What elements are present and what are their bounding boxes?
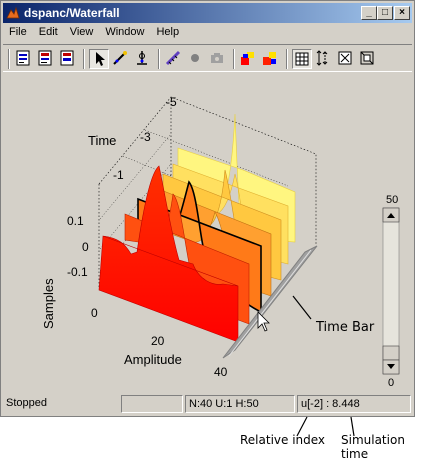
measure-icon	[165, 50, 181, 66]
zoom-box-button[interactable]	[358, 49, 378, 69]
trigger-icon	[60, 50, 74, 66]
export-icon	[38, 50, 52, 66]
zoom-x-icon	[113, 51, 127, 65]
slider-max-label: 50	[386, 194, 398, 206]
fit-axes-icon	[338, 51, 352, 65]
status-dimensions: N:40 U:1 H:50	[185, 395, 295, 413]
matlab-logo-icon	[6, 6, 20, 19]
time-axis-label: Time	[88, 133, 116, 148]
mouse-cursor-icon	[257, 311, 270, 332]
status-readout: u[-2] : 8.448	[297, 395, 411, 413]
time-tick-2: -3	[140, 130, 151, 144]
waterfall-plot[interactable]: Time -5 -3 -1 0.1 0 -0.1 Samples 0 20 Am…	[3, 74, 412, 390]
amplitude-axis-label: Amplitude	[124, 352, 182, 367]
traces	[98, 113, 296, 343]
time-bar-callout-line	[292, 295, 312, 320]
export-button[interactable]	[36, 49, 56, 69]
slider-min-label: 0	[388, 377, 394, 389]
parameters-button[interactable]	[14, 49, 34, 69]
simulation-time-callout-line	[350, 416, 355, 437]
amplitude-tick-3: 40	[214, 365, 228, 379]
menu-edit[interactable]: Edit	[38, 26, 58, 38]
plot-area: Time -5 -3 -1 0.1 0 -0.1 Samples 0 20 Am…	[3, 74, 412, 390]
status-bar: Stopped N:40 U:1 H:50 u[-2] : 8.448	[3, 394, 412, 414]
menu-bar: File Edit View Window Help	[3, 24, 185, 42]
trigger-button[interactable]	[58, 49, 78, 69]
record-icon	[191, 54, 199, 62]
select-pointer-icon	[96, 52, 105, 66]
samples-axis-label: Samples	[41, 278, 56, 329]
menu-help[interactable]: Help	[156, 26, 180, 38]
color-map-reverse-icon	[263, 52, 276, 65]
down-arrow-icon	[387, 364, 395, 369]
simulation-time-callout: Simulation time	[341, 433, 405, 461]
grid-icon	[295, 52, 309, 66]
close-button[interactable]: ×	[394, 6, 410, 20]
toolbar-separator	[233, 49, 235, 69]
menu-view[interactable]: View	[69, 26, 94, 38]
samples-tick-2: 0	[82, 240, 89, 254]
relative-index-callout: Relative index	[240, 433, 326, 447]
toolbar-separator	[8, 49, 10, 69]
toolbar-separator	[158, 49, 160, 69]
zoom-box-icon	[360, 51, 374, 65]
menu-window[interactable]: Window	[105, 26, 145, 38]
record-button[interactable]	[186, 49, 206, 69]
time-tick-3: -1	[113, 168, 124, 182]
zoom-x-button[interactable]	[111, 49, 131, 69]
zoom-y-button[interactable]	[133, 49, 153, 69]
slider-thumb[interactable]	[382, 345, 400, 361]
menu-file[interactable]: File	[9, 26, 27, 38]
samples-tick-1: 0.1	[67, 214, 84, 228]
color-map-icon	[241, 52, 254, 65]
color-map-button[interactable]	[239, 49, 259, 69]
status-empty-field	[121, 395, 183, 413]
title-bar[interactable]: dspanc/Waterfall _ □ ×	[3, 3, 412, 23]
maximize-button[interactable]: □	[377, 6, 393, 20]
zoom-y-icon	[137, 51, 147, 65]
callout-lines	[296, 416, 355, 437]
toolbar-separator	[83, 49, 85, 69]
camera-button[interactable]	[208, 49, 228, 69]
status-state: Stopped	[6, 397, 47, 409]
window-title: dspanc/Waterfall	[24, 6, 120, 20]
waterfall-window: dspanc/Waterfall _ □ × File Edit View Wi…	[0, 0, 415, 417]
fit-axes-button[interactable]	[336, 49, 356, 69]
toolbar	[3, 44, 412, 72]
time-bar[interactable]	[222, 245, 318, 359]
measure-button[interactable]	[164, 49, 184, 69]
toolbar-separator	[286, 49, 288, 69]
grid-button[interactable]	[292, 49, 312, 69]
color-map-reverse-button[interactable]	[261, 49, 281, 69]
time-tick-1: -5	[166, 95, 177, 109]
relative-index-callout-line	[296, 416, 308, 437]
parameters-icon	[16, 50, 30, 66]
select-pointer-button[interactable]	[89, 49, 109, 69]
time-bar-label: Time Bar	[315, 320, 375, 335]
amplitude-tick-2: 20	[151, 334, 165, 348]
up-arrow-icon	[387, 213, 395, 218]
autoscale-button[interactable]	[314, 49, 334, 69]
amplitude-tick-1: 0	[91, 306, 98, 320]
time-slider[interactable]	[382, 207, 400, 375]
samples-tick-3: -0.1	[67, 265, 88, 279]
minimize-button[interactable]: _	[361, 6, 377, 20]
autoscale-icon	[316, 50, 328, 66]
camera-icon	[211, 53, 223, 63]
